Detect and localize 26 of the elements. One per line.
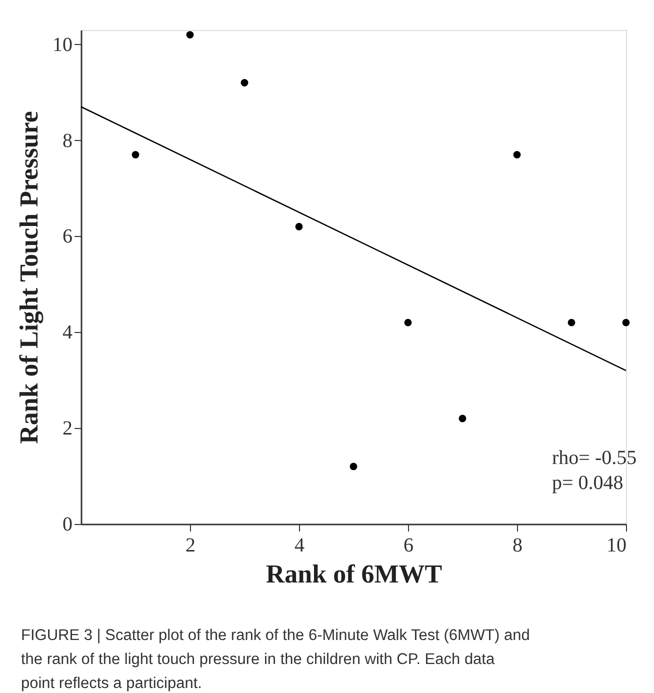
point (458, 414, 466, 422)
point (186, 31, 194, 38)
x-tick-label: 6 (404, 534, 414, 556)
point (568, 318, 576, 326)
annotation: rho= -0.55 (552, 447, 637, 469)
x-tick-label: 4 (294, 534, 304, 556)
x-axis-title: Rank of 6MWT (266, 560, 442, 588)
y-tick-label: 8 (62, 130, 72, 152)
point (295, 222, 303, 230)
y-tick-label: 10 (52, 34, 72, 56)
point (350, 462, 358, 470)
point (132, 151, 140, 158)
x-tick-label: 2 (186, 534, 196, 556)
y-tick-label: 4 (62, 322, 72, 344)
caption: FIGURE 3 | Scatter plot of the rank of the 6-Minute Walk Test (6MWT) and the rank of the light touch pressure in the children with CP. Each data point reflects a participant. (21, 627, 530, 692)
x-tick-label: 10 (606, 534, 626, 556)
annotation: p= 0.048 (552, 472, 624, 494)
point (240, 79, 248, 86)
y-tick-label: 6 (62, 226, 72, 248)
point (622, 318, 630, 326)
point (404, 318, 412, 326)
y-axis-title: Rank of Light Touch Pressure (14, 111, 44, 444)
point (513, 151, 521, 158)
y-tick-label: 2 (62, 418, 72, 440)
y-tick-label: 0 (62, 514, 72, 536)
x-tick-label: 8 (512, 534, 522, 556)
